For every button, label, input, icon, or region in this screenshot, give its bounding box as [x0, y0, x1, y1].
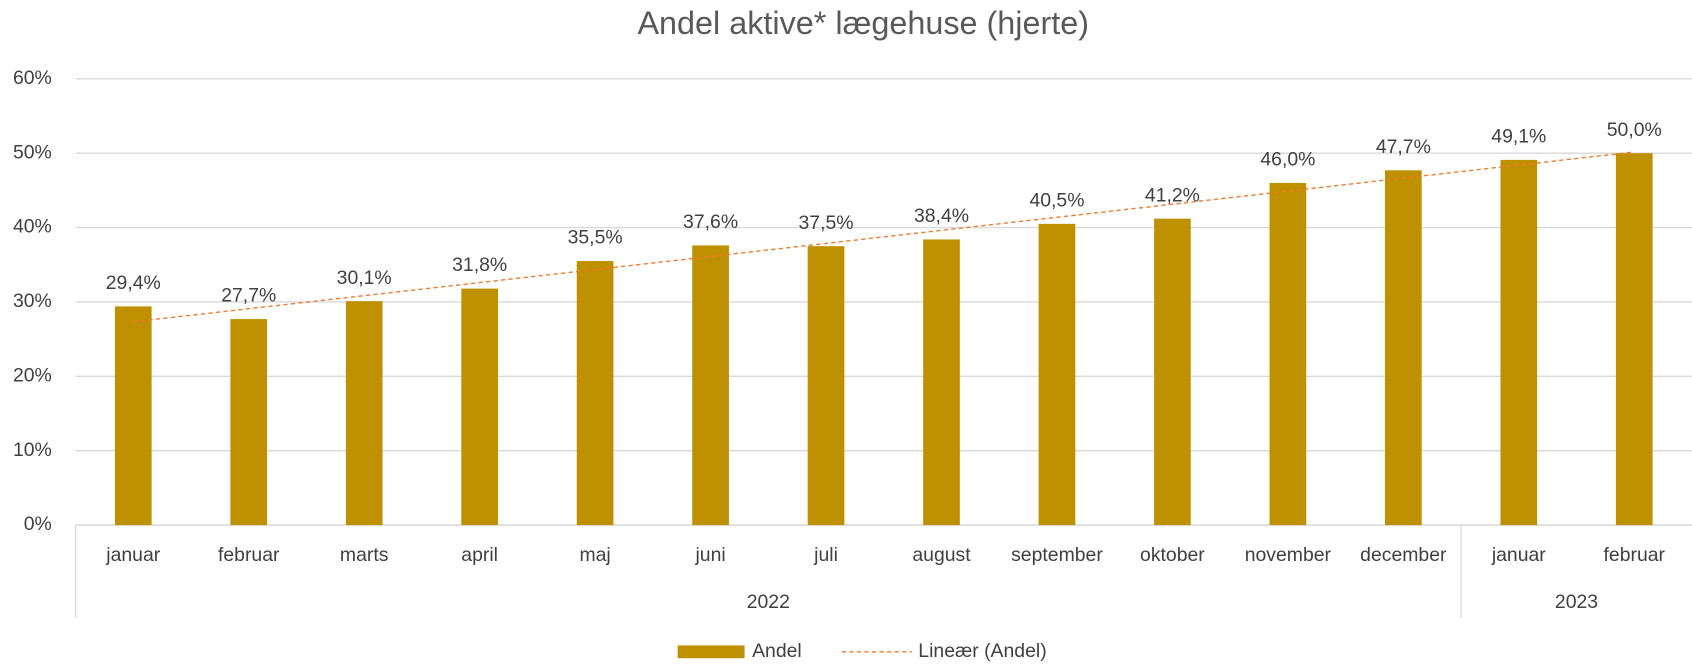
- group-label: 2023: [1555, 592, 1598, 613]
- value-label: 27,7%: [221, 286, 276, 307]
- chart-title: Andel aktive* lægehuse (hjerte): [637, 5, 1089, 41]
- value-label: 31,8%: [452, 255, 507, 276]
- y-tick-label: 20%: [13, 365, 52, 386]
- y-tick-label: 50%: [13, 142, 52, 163]
- value-label: 29,4%: [106, 273, 161, 294]
- x-tick-label: oktober: [1140, 545, 1205, 566]
- bar: [1615, 153, 1653, 526]
- x-tick-label: december: [1360, 545, 1447, 566]
- x-tick-label: juli: [813, 545, 838, 566]
- bar: [576, 261, 614, 526]
- y-tick-label: 40%: [13, 217, 52, 238]
- legend-label: Andel: [752, 641, 802, 662]
- value-label: 50,0%: [1607, 120, 1662, 141]
- bar: [692, 245, 729, 526]
- y-tick-label: 30%: [13, 291, 52, 312]
- y-tick-label: 0%: [24, 514, 52, 535]
- bar: [923, 239, 960, 526]
- x-tick-label: februar: [1604, 545, 1666, 566]
- bar: [807, 246, 845, 526]
- bar: [230, 319, 268, 526]
- bar: [114, 306, 152, 526]
- bar: [1269, 182, 1307, 526]
- trend-line: [133, 151, 1635, 323]
- y-tick-label: 10%: [13, 440, 52, 461]
- x-tick-label: august: [912, 545, 971, 566]
- bar: [1500, 159, 1538, 526]
- value-label: 30,1%: [337, 268, 392, 289]
- x-tick-label: januar: [1491, 545, 1547, 566]
- x-tick-label: marts: [340, 545, 389, 566]
- x-tick-label: november: [1245, 545, 1332, 566]
- value-label: 41,2%: [1145, 185, 1200, 206]
- x-tick-label: april: [461, 545, 498, 566]
- x-tick-label: februar: [218, 545, 280, 566]
- value-label: 38,4%: [914, 206, 969, 227]
- value-label: 40,5%: [1029, 191, 1084, 212]
- legend-swatch: [677, 645, 745, 659]
- bar: [1038, 223, 1076, 526]
- x-tick-label: maj: [579, 545, 610, 566]
- bar: [461, 288, 498, 526]
- bar: [345, 301, 383, 526]
- value-label: 35,5%: [568, 228, 623, 249]
- legend-label: Lineær (Andel): [918, 641, 1046, 662]
- bar: [1154, 218, 1191, 526]
- x-tick-label: juni: [694, 545, 725, 566]
- value-label: 37,6%: [683, 212, 738, 233]
- value-label: 37,5%: [799, 213, 854, 234]
- group-label: 2022: [747, 592, 790, 613]
- value-label: 47,7%: [1376, 137, 1431, 158]
- y-tick-label: 60%: [13, 68, 52, 89]
- value-label: 46,0%: [1260, 150, 1315, 171]
- x-tick-label: september: [1011, 545, 1103, 566]
- bar: [1385, 170, 1422, 526]
- x-tick-label: januar: [105, 545, 161, 566]
- value-label: 49,1%: [1491, 127, 1546, 148]
